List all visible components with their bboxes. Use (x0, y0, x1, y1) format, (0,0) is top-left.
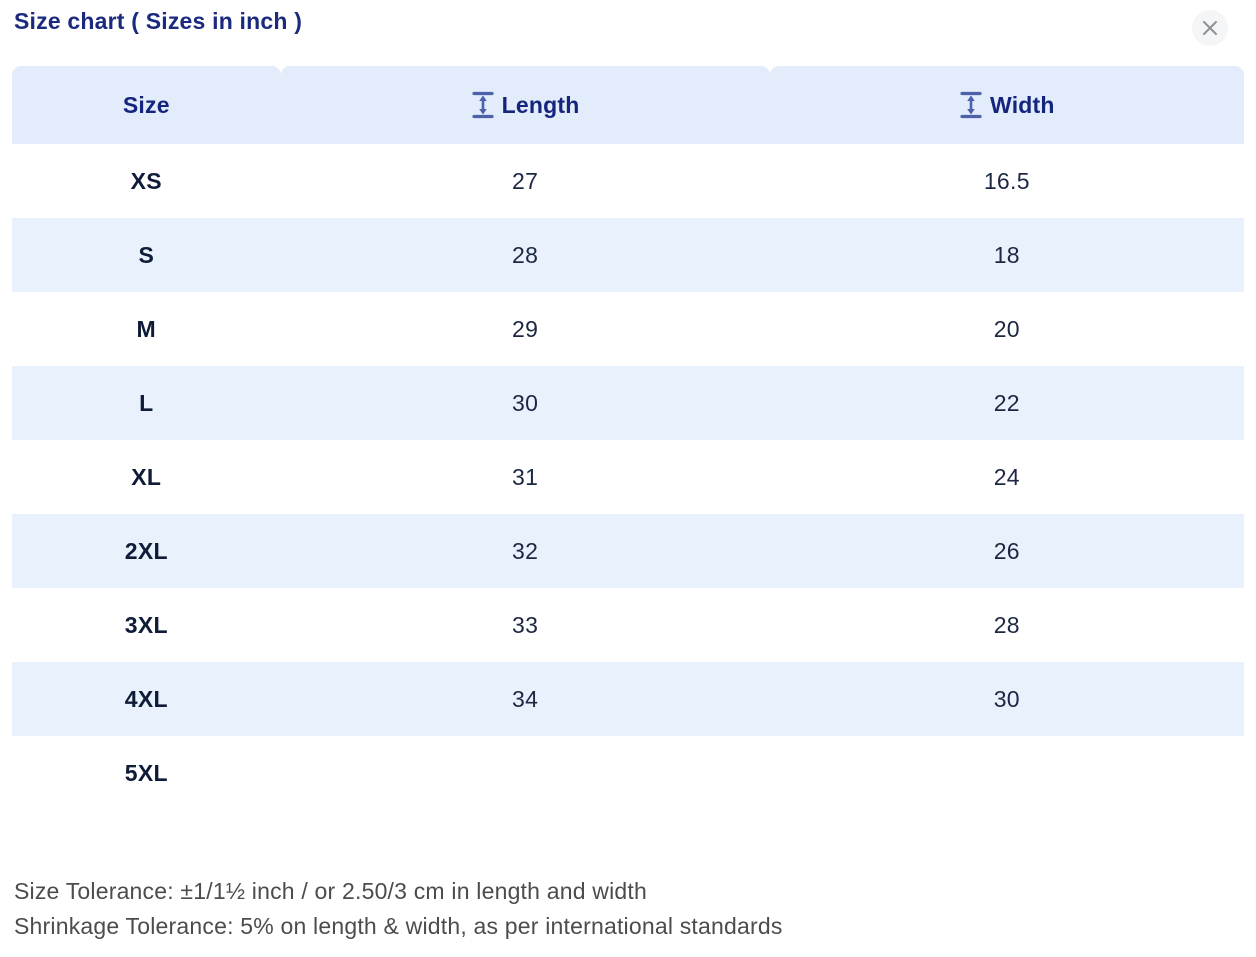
size-cell: 3XL (124, 611, 168, 638)
size-chart-table: Size Length (12, 66, 1244, 810)
length-cell: 31 (512, 463, 539, 490)
table-row: M 29 20 (12, 292, 1244, 366)
column-header-size: Size (12, 66, 281, 144)
column-header-length-label: Length (501, 91, 580, 118)
width-cell: 26 (993, 537, 1020, 564)
size-cell: L (139, 389, 154, 416)
shrinkage-tolerance-note: Shrinkage Tolerance: 5% on length & widt… (14, 913, 783, 939)
column-header-length: Length (280, 66, 770, 144)
length-cell: 33 (512, 611, 539, 638)
close-button[interactable] (1192, 10, 1228, 46)
length-cell: 27 (512, 167, 539, 194)
table-row: 4XL 34 30 (12, 662, 1244, 736)
length-cell (281, 736, 770, 810)
length-cell: 34 (512, 685, 539, 712)
width-cell: 16.5 (983, 167, 1030, 194)
size-table-body: XS 27 16.5 S 28 18 M 29 20 L 30 22 XL 31 24 2XL 32 26 3XL 3… (12, 144, 1244, 810)
table-row: S 28 18 (12, 218, 1244, 292)
column-header-width-label: Width (989, 91, 1055, 118)
width-cell (770, 736, 1244, 810)
size-cell: S (138, 241, 155, 268)
vertical-measure-icon (471, 91, 495, 119)
column-header-width: Width (769, 66, 1244, 144)
width-cell: 22 (993, 389, 1020, 416)
length-cell: 30 (512, 389, 539, 416)
close-icon (1201, 19, 1219, 37)
table-row: 2XL 32 26 (12, 514, 1244, 588)
width-cell: 20 (993, 315, 1020, 342)
size-cell: XS (130, 167, 162, 194)
size-cell: 2XL (124, 537, 168, 564)
table-row: 3XL 33 28 (12, 588, 1244, 662)
width-cell: 30 (993, 685, 1020, 712)
length-cell: 29 (512, 315, 539, 342)
size-cell: M (136, 315, 157, 342)
size-cell: 4XL (124, 685, 168, 712)
column-header-size-label: Size (122, 91, 170, 118)
table-row: XS 27 16.5 (12, 144, 1244, 218)
width-cell: 18 (993, 241, 1020, 268)
size-tolerance-note: Size Tolerance: ±1/1½ inch / or 2.50/3 c… (14, 878, 647, 904)
table-row: 5XL (12, 736, 1244, 810)
width-cell: 24 (993, 463, 1020, 490)
table-row: XL 31 24 (12, 440, 1244, 514)
length-cell: 32 (512, 537, 539, 564)
modal-title: Size chart ( Sizes in inch ) (14, 8, 303, 34)
table-row: L 30 22 (12, 366, 1244, 440)
tolerance-notes: Size Tolerance: ±1/1½ inch / or 2.50/3 c… (14, 874, 783, 944)
table-header-row: Size Length (12, 66, 1244, 144)
width-cell: 28 (993, 611, 1020, 638)
size-cell: XL (131, 463, 162, 490)
length-cell: 28 (512, 241, 539, 268)
size-cell: 5XL (124, 759, 168, 786)
vertical-measure-icon (959, 91, 983, 119)
